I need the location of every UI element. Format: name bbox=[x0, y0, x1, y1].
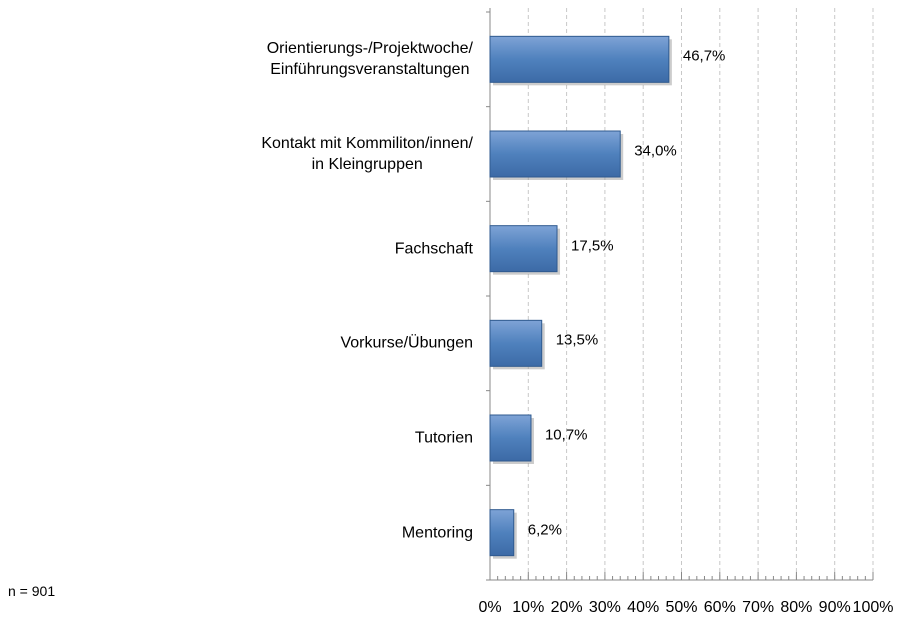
data-label: 10,7% bbox=[544, 426, 588, 444]
note: n = 901 bbox=[8, 583, 56, 599]
x-tick-label: 70% bbox=[742, 599, 775, 616]
x-tick-label: 100% bbox=[852, 599, 894, 616]
x-tick-label: 60% bbox=[703, 599, 736, 616]
y-tick-label: Kontakt mit Kommiliton/innen/ in Kleingr… bbox=[261, 135, 473, 173]
x-tick-label: 0% bbox=[478, 599, 502, 616]
data-label: 17,5% bbox=[571, 237, 614, 255]
bar bbox=[489, 319, 543, 367]
bar bbox=[489, 35, 670, 83]
bar bbox=[489, 130, 621, 178]
x-tick-label: 10% bbox=[512, 599, 545, 616]
data-label: 6,2% bbox=[527, 521, 562, 539]
x-tick-label: 50% bbox=[665, 599, 698, 616]
y-tick-label: Fachschaft bbox=[394, 240, 473, 258]
x-tick-label: 30% bbox=[588, 599, 621, 616]
y-tick-label: Mentoring bbox=[401, 524, 473, 542]
x-tick-label: 90% bbox=[818, 599, 851, 616]
y-tick-label: Orientierungs-/Projektwoche/ Einführungs… bbox=[266, 40, 473, 79]
y-tick-label: Tutorien bbox=[414, 429, 473, 447]
x-tick-label: 80% bbox=[780, 599, 813, 616]
bar bbox=[489, 414, 532, 462]
x-tick-label: 40% bbox=[627, 599, 660, 616]
data-label: 46,7% bbox=[682, 47, 726, 65]
y-tick-label: Vorkurse/Übungen bbox=[340, 334, 473, 352]
bar bbox=[489, 509, 515, 557]
x-tick-label: 20% bbox=[550, 599, 583, 616]
data-label: 13,5% bbox=[555, 331, 599, 349]
bar bbox=[489, 225, 558, 273]
data-label: 34,0% bbox=[634, 142, 677, 160]
